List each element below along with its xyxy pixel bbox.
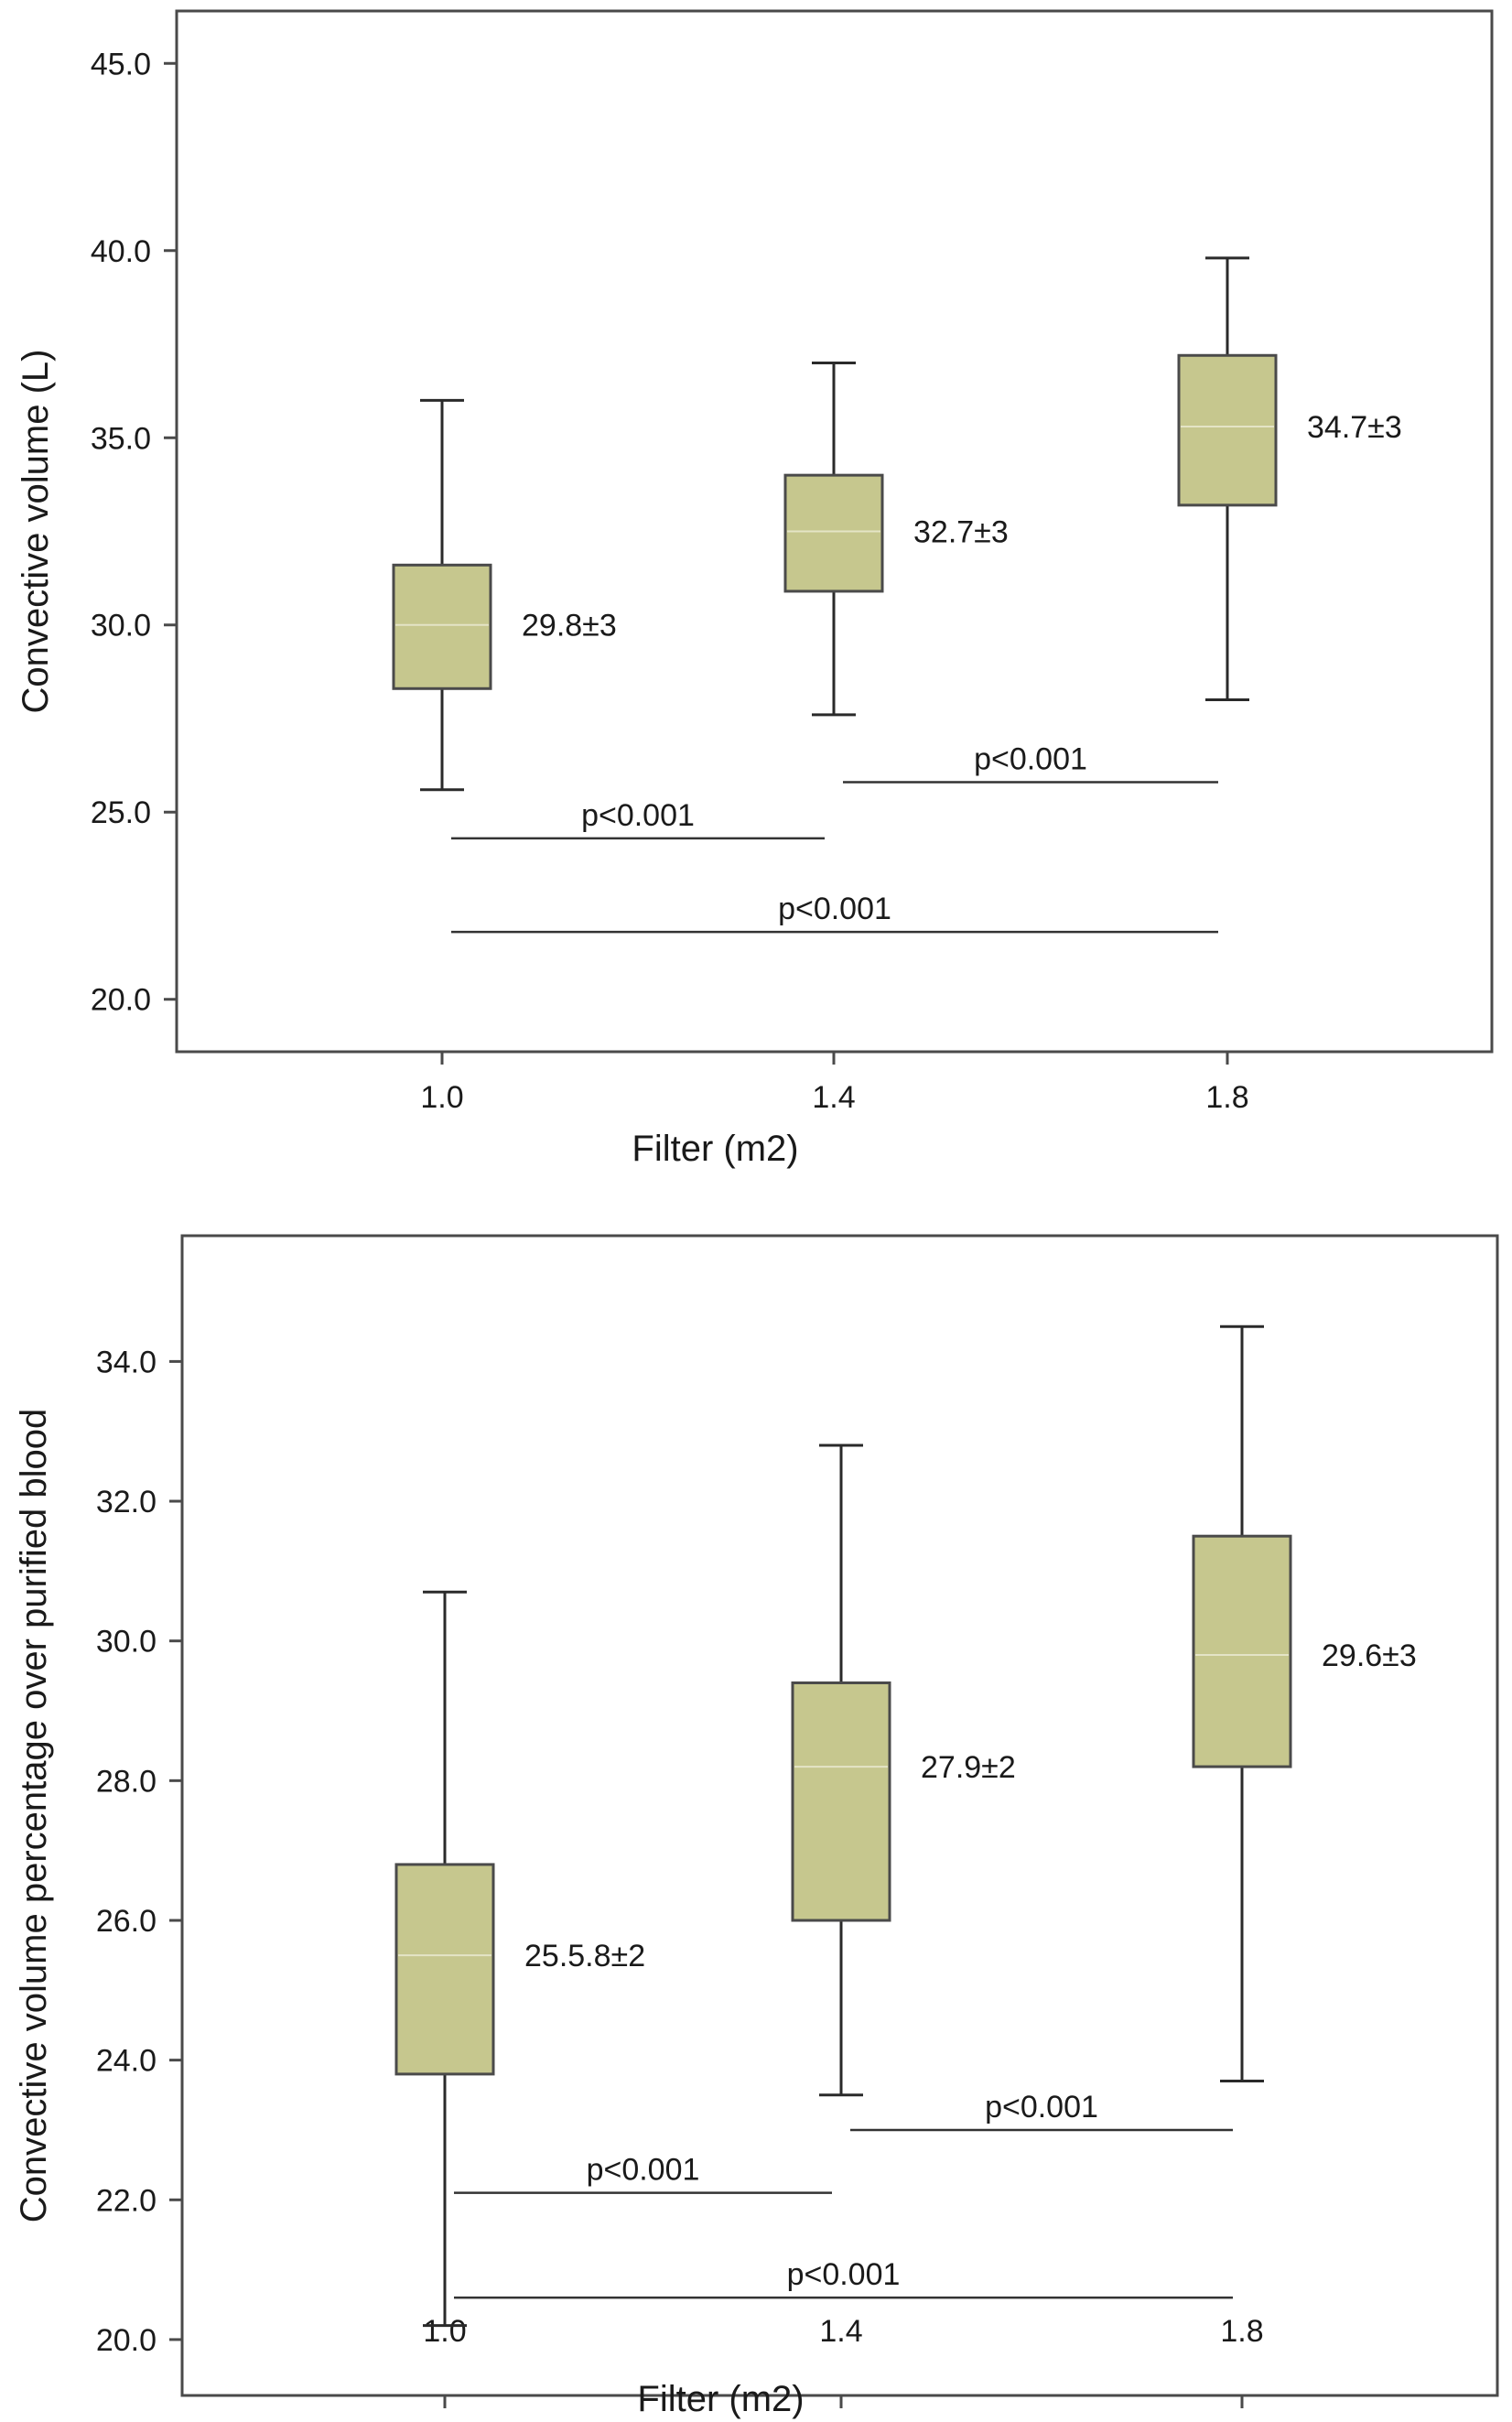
y-tick-label: 34.0 (96, 1345, 157, 1379)
y-tick-label: 24.0 (96, 2044, 157, 2079)
x-tick-label: 1.4 (819, 2314, 862, 2349)
y-tick-label: 32.0 (96, 1485, 157, 1519)
significance-label: p<0.001 (974, 742, 1087, 777)
box-value-label: 32.7±3 (913, 515, 1009, 550)
y-tick-label: 25.0 (91, 795, 151, 830)
box-value-label: 29.6±3 (1322, 1638, 1417, 1673)
box-1.4 (783, 473, 884, 593)
x-tick-label: 1.4 (812, 1080, 855, 1115)
box-1.8 (1177, 353, 1278, 507)
y-axis-title: Convective volume percentage over purifi… (14, 1409, 54, 2222)
top-box-plot-panel: 20.0 25.0 30.0 35.0 40.0 45.0 1.0 1.4 1.8 Filter … (16, 9, 1494, 1169)
x-tick-label: 1.8 (1205, 1080, 1248, 1115)
y-tick-label: 40.0 (91, 234, 151, 269)
box-1.0 (392, 563, 492, 690)
box-value-label: 25.5.8±2 (524, 1939, 645, 1973)
bottom-box-plot-panel: 20.022.024.026.028.030.032.034.01.0 1.4 1.… (14, 1234, 1499, 2419)
x-tick-label: 1.0 (420, 1080, 463, 1115)
y-axis-title: Convective volume (L) (16, 350, 56, 714)
significance-label: p<0.001 (587, 2153, 700, 2188)
y-tick-label: 35.0 (91, 421, 151, 456)
y-tick-label: 45.0 (91, 47, 151, 81)
box-value-label: 34.7±3 (1307, 410, 1402, 445)
x-axis-title: Filter (m2) (637, 2379, 804, 2419)
box-1.0 (394, 1863, 495, 2076)
significance-label: p<0.001 (581, 798, 695, 833)
y-tick-label: 22.0 (96, 2183, 157, 2218)
y-tick-label: 20.0 (91, 983, 151, 1018)
box-value-label: 27.9±2 (921, 1750, 1016, 1785)
significance-label: p<0.001 (985, 2090, 1098, 2125)
significance-label: p<0.001 (778, 892, 891, 926)
box-value-label: 29.8±3 (522, 609, 617, 643)
y-tick-label: 28.0 (96, 1764, 157, 1799)
significance-label: p<0.001 (787, 2257, 901, 2292)
x-tick-label: 1.8 (1220, 2314, 1263, 2349)
y-tick-label: 30.0 (96, 1625, 157, 1660)
y-tick-label: 30.0 (91, 609, 151, 643)
box-1.8 (1192, 1534, 1292, 1768)
y-tick-label: 26.0 (96, 1904, 157, 1939)
y-tick-label: 20.0 (96, 2323, 157, 2358)
box-1.4 (791, 1681, 891, 1922)
x-axis-title: Filter (m2) (632, 1129, 798, 1169)
